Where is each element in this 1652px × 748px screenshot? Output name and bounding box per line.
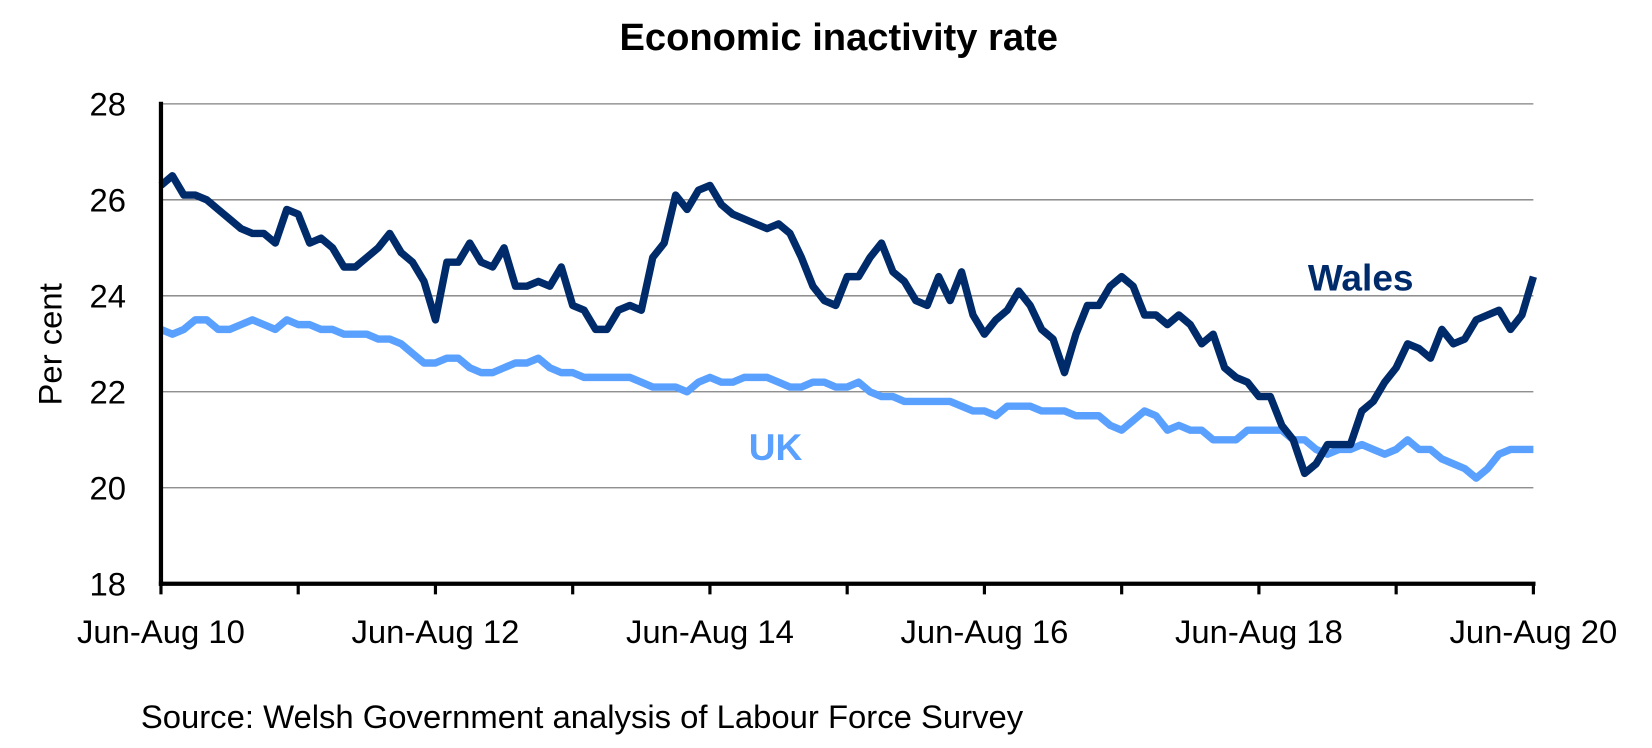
- y-tick-label: 20: [90, 469, 127, 506]
- series-label-uk: UK: [749, 426, 803, 468]
- x-axis-ticks: Jun-Aug 10 Jun-Aug 12 Jun-Aug 14 Jun-Aug 16…: [77, 583, 1617, 650]
- y-tick-label: 18: [90, 565, 127, 602]
- y-tick-label: 24: [90, 277, 127, 314]
- x-tick-label: Jun-Aug 10: [77, 613, 245, 650]
- series-line-uk: [159, 316, 1534, 482]
- axes: [158, 101, 1536, 586]
- x-tick-label: Jun-Aug 12: [352, 613, 520, 650]
- chart-title: Economic inactivity rate: [619, 16, 1057, 59]
- x-tick-label: Jun-Aug 14: [626, 613, 794, 650]
- y-tick-label: 22: [90, 373, 127, 410]
- x-tick-label: Jun-Aug 20: [1449, 613, 1617, 650]
- x-tick-label: Jun-Aug 18: [1175, 613, 1343, 650]
- source-note: Source: Welsh Government analysis of Lab…: [141, 698, 1024, 735]
- y-tick-label: 26: [90, 181, 127, 218]
- y-axis-label: Per cent: [31, 283, 68, 405]
- x-tick-label: Jun-Aug 16: [900, 613, 1068, 650]
- y-tick-label: 28: [90, 85, 127, 122]
- gridlines: [160, 103, 1534, 489]
- series-line-wales: [158, 172, 1537, 478]
- series-lines: [158, 172, 1537, 482]
- y-axis-ticks: 18 20 22 24 26 28: [90, 85, 127, 602]
- series-label-wales: Wales: [1308, 256, 1414, 298]
